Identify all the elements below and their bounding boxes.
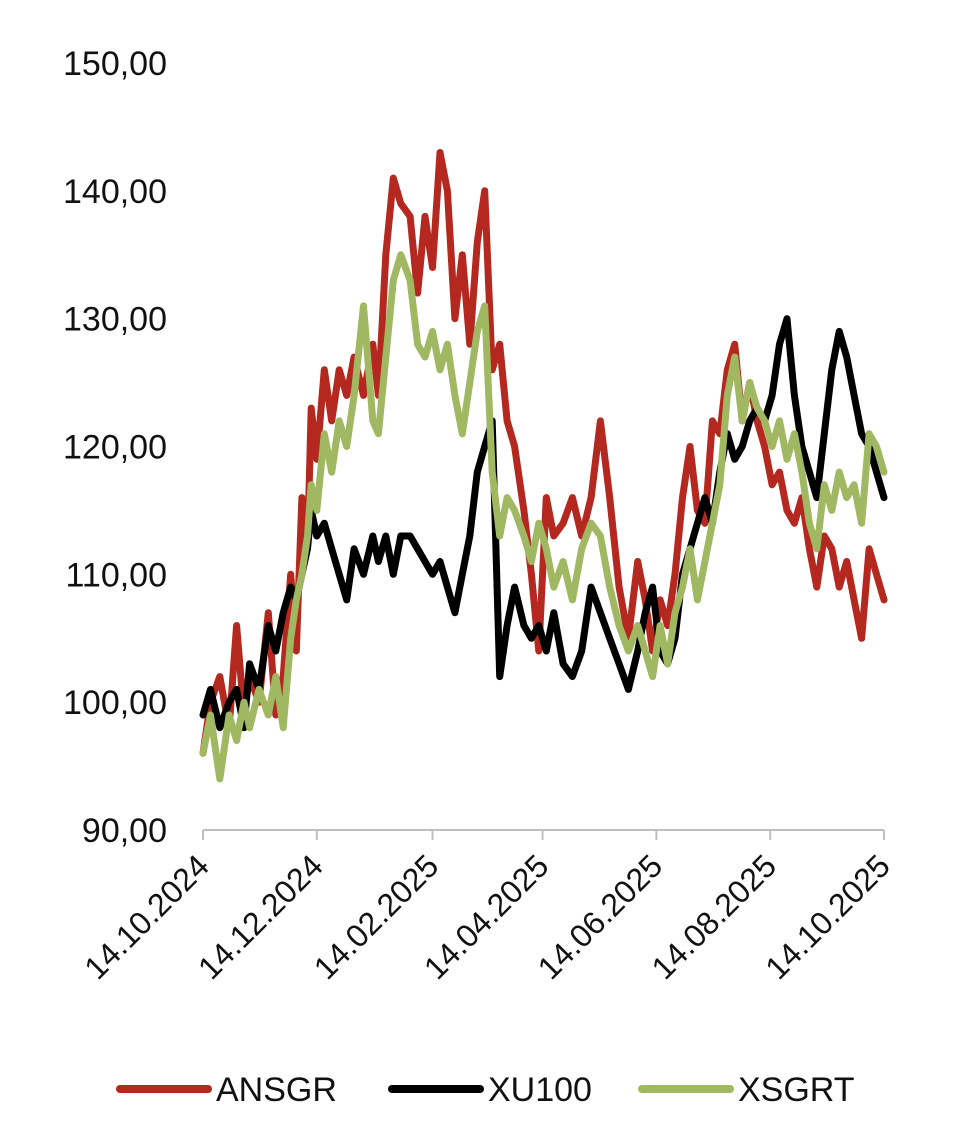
y-tick-label: 120,00 bbox=[63, 429, 167, 467]
legend-label-xu100: XU100 bbox=[488, 1071, 592, 1109]
x-tick-label: 14.10.2025 bbox=[758, 847, 897, 986]
series-line-ansgr bbox=[199, 149, 888, 757]
y-tick-label: 130,00 bbox=[63, 301, 167, 339]
y-tick-label: 100,00 bbox=[63, 684, 167, 722]
y-axis: 90,00 100,00 110,00 120,00 130,00 140,00 150,0… bbox=[63, 45, 167, 850]
series-line-xsgrt bbox=[199, 251, 888, 783]
y-tick-label: 110,00 bbox=[66, 556, 167, 594]
y-tick-label: 140,00 bbox=[63, 173, 167, 211]
legend-label-xsgrt: XSGRT bbox=[738, 1071, 855, 1109]
legend-label-ansgr: ANSGR bbox=[216, 1071, 337, 1109]
x-tick-label: 14.12.2024 bbox=[191, 847, 330, 986]
x-axis: 14.10.202414.12.202414.02.202514.04.2025… bbox=[77, 829, 897, 986]
y-tick-label: 150,00 bbox=[63, 45, 167, 83]
plot-area bbox=[199, 149, 888, 783]
y-tick-label: 90,00 bbox=[82, 812, 167, 850]
legend: ANSGR XU100 XSGRT bbox=[116, 1071, 855, 1109]
